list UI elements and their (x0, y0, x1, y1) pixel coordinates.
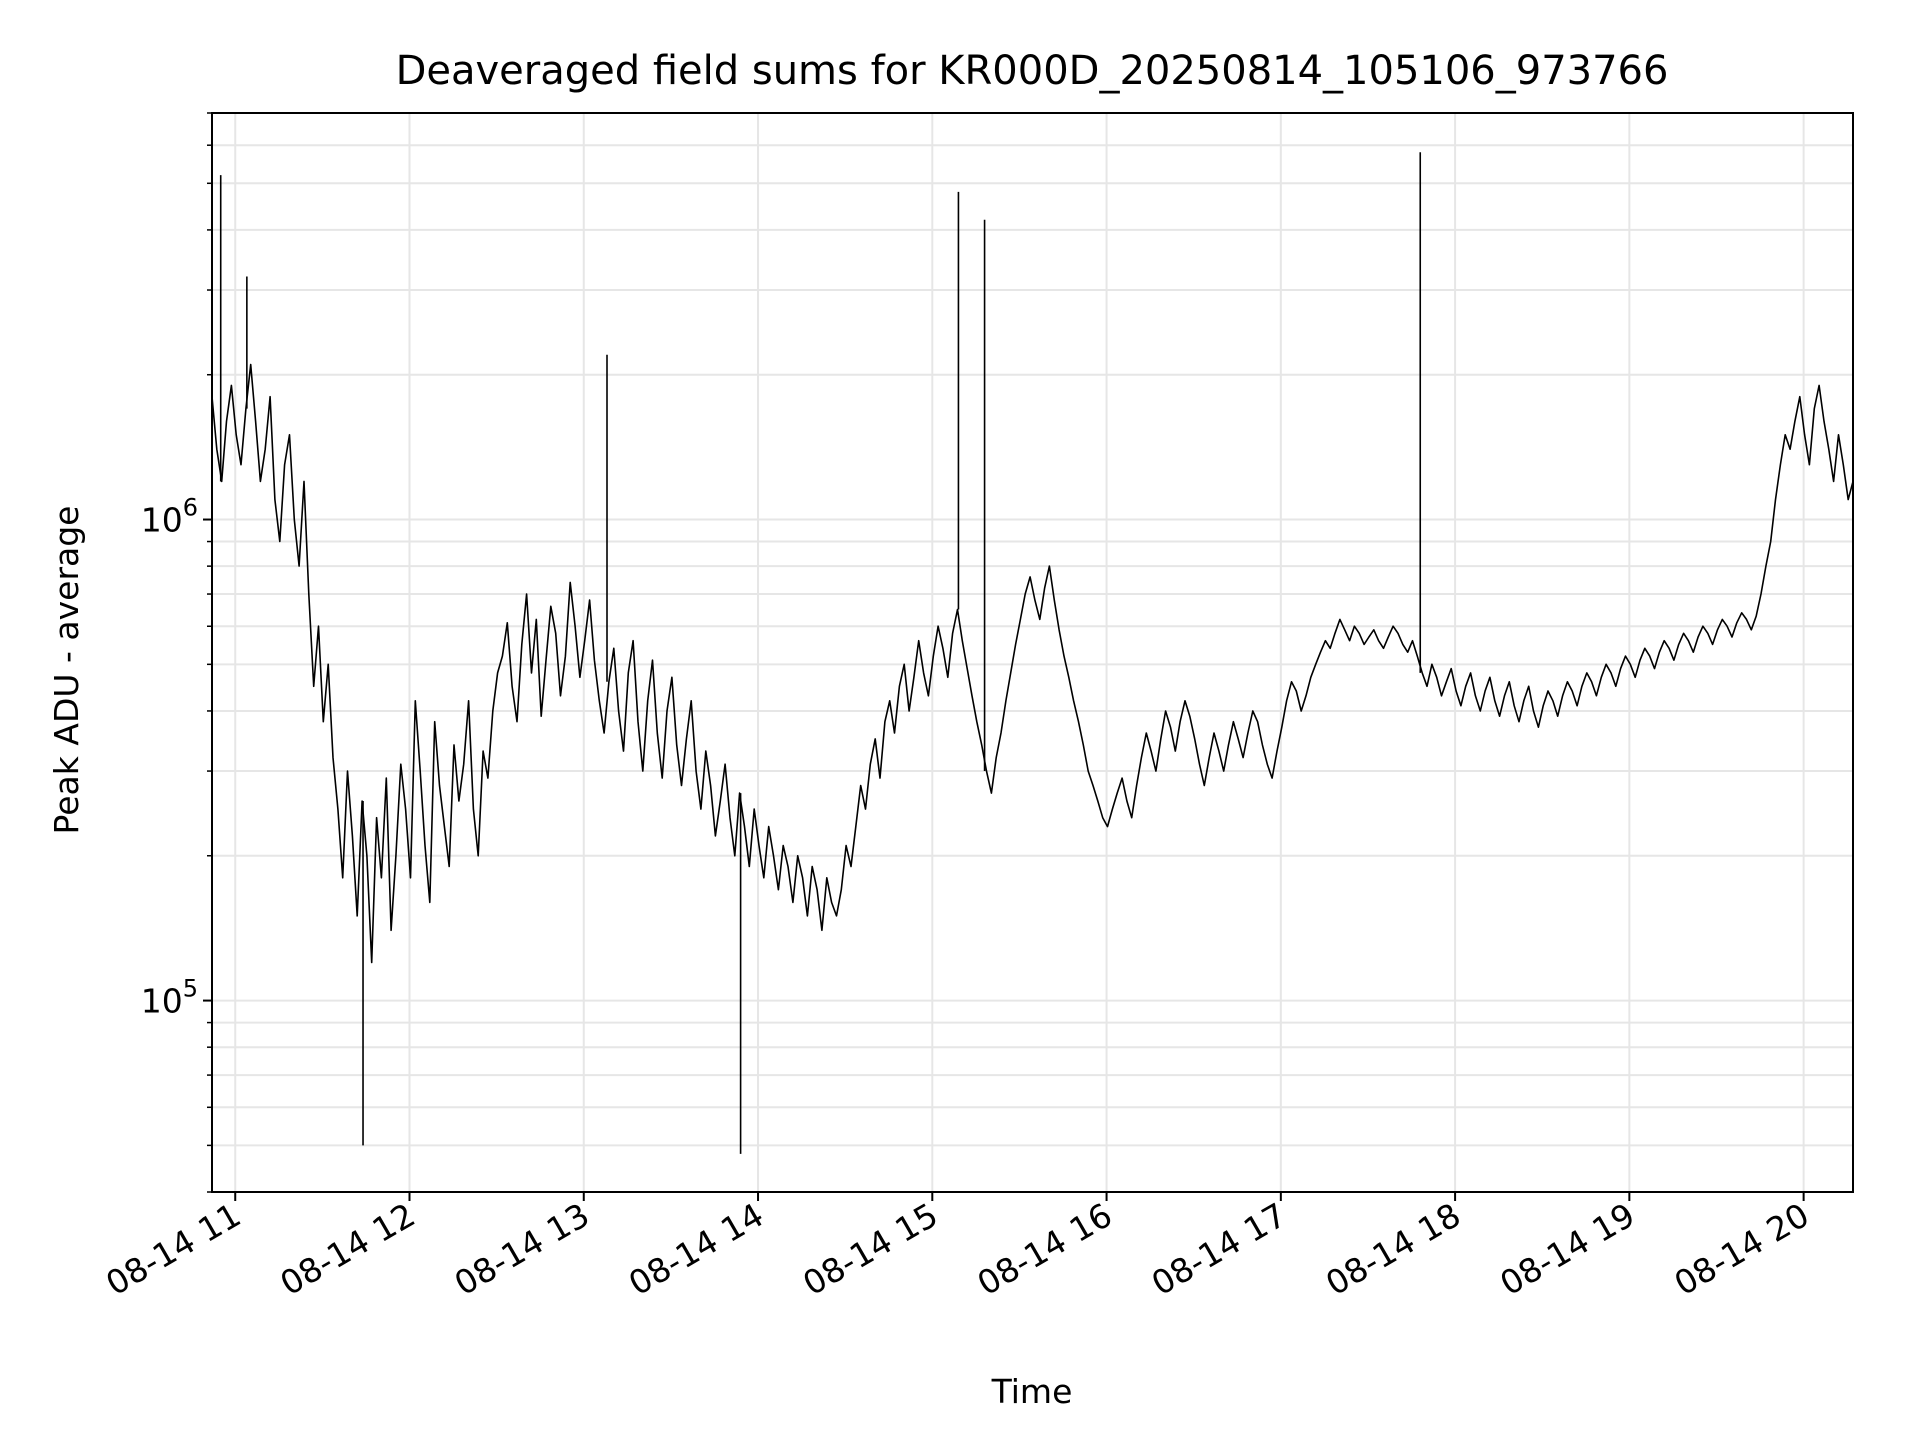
x-tick-label: 08-14 20 (1668, 1195, 1816, 1303)
grid (212, 112, 1853, 1193)
plot-frame (211, 112, 1854, 1193)
x-tick-label: 08-14 19 (1493, 1195, 1641, 1303)
x-tick-label: 08-14 14 (622, 1195, 770, 1303)
y-tick-label: 105 (141, 975, 198, 1021)
y-axis: 105 106 (141, 112, 212, 1193)
plot-area (211, 152, 1854, 1154)
y-axis-label: Peak ADU - average (47, 506, 86, 835)
y-tick-label: 106 (141, 494, 198, 540)
x-tick-label: 08-14 18 (1319, 1195, 1467, 1303)
x-tick-label: 08-14 13 (448, 1195, 596, 1303)
x-axis-label: Time (991, 1372, 1073, 1411)
x-tick-label: 08-14 12 (274, 1195, 422, 1303)
chart-title: Deaveraged field sums for KR000D_2025081… (396, 48, 1669, 94)
x-tick-label: 08-14 17 (1145, 1195, 1293, 1303)
x-axis: 08-14 11 08-14 12 08-14 13 08-14 14 08-14 15… (99, 1192, 1816, 1303)
x-tick-label: 08-14 15 (796, 1195, 944, 1303)
x-tick-label: 08-14 16 (971, 1195, 1119, 1303)
series-line (211, 363, 1854, 964)
x-tick-label: 08-14 11 (99, 1195, 247, 1303)
